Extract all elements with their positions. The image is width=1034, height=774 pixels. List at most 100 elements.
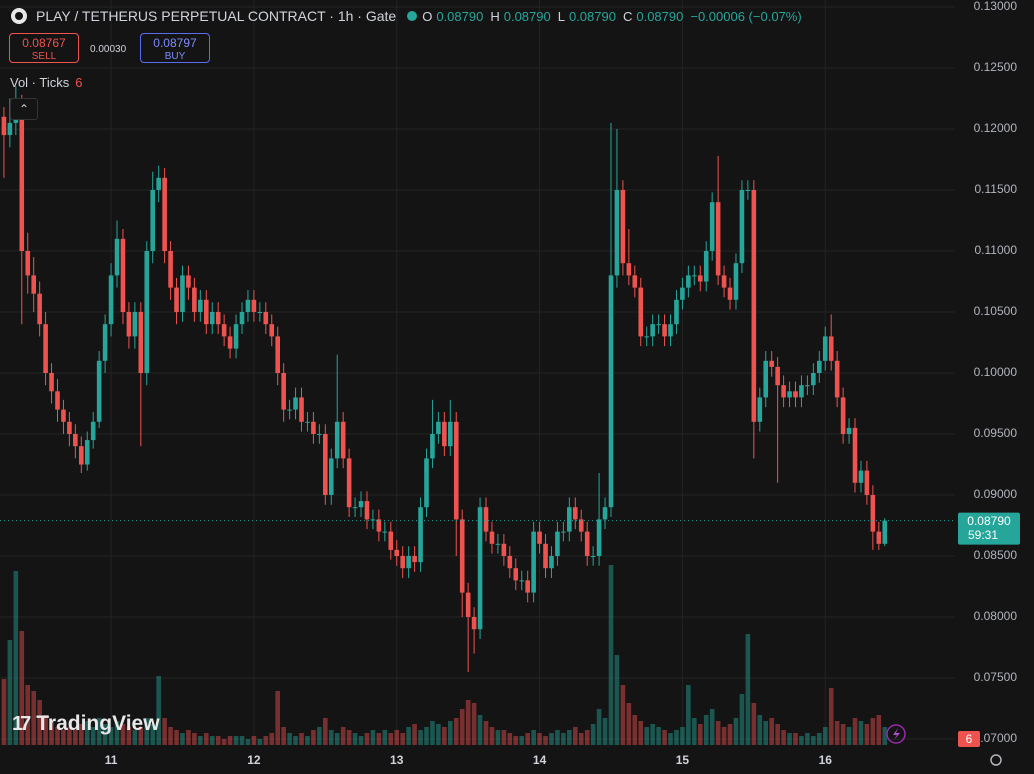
volume-bar xyxy=(412,724,417,745)
candle-body xyxy=(626,263,632,276)
volume-bar xyxy=(251,736,257,745)
volume-bar xyxy=(150,724,156,745)
volume-bar xyxy=(531,730,536,745)
candle-body xyxy=(757,397,763,422)
volume-bar xyxy=(745,634,751,745)
volume-bar xyxy=(876,715,882,745)
volume-bar xyxy=(364,733,370,745)
last-price-label: 0.08790 xyxy=(967,514,1011,528)
volume-bar xyxy=(471,703,477,745)
candle-body xyxy=(549,556,554,569)
volume-bar xyxy=(305,736,310,745)
volume-bar xyxy=(96,718,102,745)
candle-body xyxy=(751,190,757,422)
candle-body xyxy=(78,446,84,465)
candle-body xyxy=(73,434,78,447)
volume-bar xyxy=(644,727,650,745)
volume-bar xyxy=(13,571,19,745)
volume-bar xyxy=(430,721,435,745)
volume-legend: Vol · Ticks 6 xyxy=(10,75,82,90)
candle-body xyxy=(162,177,167,251)
volume-bar xyxy=(370,730,376,745)
candle-body xyxy=(203,299,209,325)
volume-bar xyxy=(31,691,36,745)
volume-bar xyxy=(638,721,644,745)
buy-button[interactable]: 0.08797 BUY xyxy=(140,33,210,63)
volume-bar xyxy=(561,733,566,745)
candle-body xyxy=(644,336,650,338)
volume-bar xyxy=(376,733,382,745)
volume-bar xyxy=(715,721,721,745)
volume-bar xyxy=(239,736,245,745)
candle-body xyxy=(858,470,864,483)
last-volume-label: 6 xyxy=(966,732,973,746)
symbol-icon xyxy=(11,8,27,24)
x-tick-label: 11 xyxy=(105,753,118,767)
volume-bar xyxy=(578,733,584,745)
volume-bar xyxy=(269,733,275,745)
volume-bar xyxy=(209,736,215,745)
candle-body xyxy=(376,519,382,532)
volume-bar xyxy=(334,733,340,745)
volume-bar xyxy=(49,721,54,745)
volume-bar xyxy=(781,730,786,745)
volume-bar xyxy=(757,715,763,745)
volume-bar xyxy=(400,733,405,745)
candle-body xyxy=(590,556,596,557)
y-tick-label: 0.09500 xyxy=(974,426,1018,440)
volume-bar xyxy=(769,718,774,745)
candle-body xyxy=(114,238,120,276)
candle-body xyxy=(96,360,102,422)
candle-body xyxy=(793,391,798,398)
candle-body xyxy=(352,507,358,509)
candle-body xyxy=(817,360,822,373)
volume-bar xyxy=(323,718,328,745)
candle-body xyxy=(168,251,173,288)
candle-body xyxy=(370,519,376,521)
brand-name: TradingView xyxy=(36,712,160,735)
candle-body xyxy=(144,251,150,373)
candle-body xyxy=(90,421,96,441)
volume-bar xyxy=(424,727,429,745)
open-label: O xyxy=(422,8,433,24)
volume-bar xyxy=(233,736,239,745)
candle-body xyxy=(108,275,114,325)
volume-bar xyxy=(67,727,72,745)
volume-bar xyxy=(692,718,697,745)
volume-bar xyxy=(180,733,185,745)
brand-logo: 17 TradingView xyxy=(12,712,160,736)
candle-body xyxy=(614,190,620,276)
candle-body xyxy=(55,391,60,410)
flash-icon[interactable] xyxy=(886,724,906,744)
volume-bar xyxy=(858,721,864,745)
candle-body xyxy=(799,385,804,398)
collapse-button[interactable]: ⌃ xyxy=(10,98,38,120)
x-tick-label: 16 xyxy=(819,753,833,767)
volume-bar xyxy=(459,709,465,745)
volume-bar xyxy=(328,730,334,745)
volume-bar xyxy=(299,733,304,745)
candle-body xyxy=(311,421,316,434)
candle-body xyxy=(49,373,54,392)
volume-bar xyxy=(614,655,620,745)
volume-bar xyxy=(584,730,590,745)
volume-bar xyxy=(340,727,346,745)
volume-bar xyxy=(709,709,715,745)
candle-body xyxy=(31,275,36,294)
volume-bar xyxy=(608,565,614,745)
volume-bar xyxy=(483,721,489,745)
volume-bar xyxy=(495,730,501,745)
volume-bar xyxy=(25,685,31,745)
candle-body xyxy=(650,324,655,337)
sell-button[interactable]: 0.08767 SELL xyxy=(9,33,79,63)
volume-bar xyxy=(656,727,661,745)
volume-bar xyxy=(55,727,60,745)
candle-body xyxy=(775,366,780,386)
volume-bar xyxy=(703,715,709,745)
volume-bar xyxy=(596,709,602,745)
volume-bar xyxy=(662,730,667,745)
chart-header: PLAY / TETHERUS PERPETUAL CONTRACT · 1h … xyxy=(10,7,805,25)
y-tick-label: 0.11500 xyxy=(975,182,1018,196)
candle-body xyxy=(537,531,542,544)
candle-body xyxy=(323,434,328,495)
